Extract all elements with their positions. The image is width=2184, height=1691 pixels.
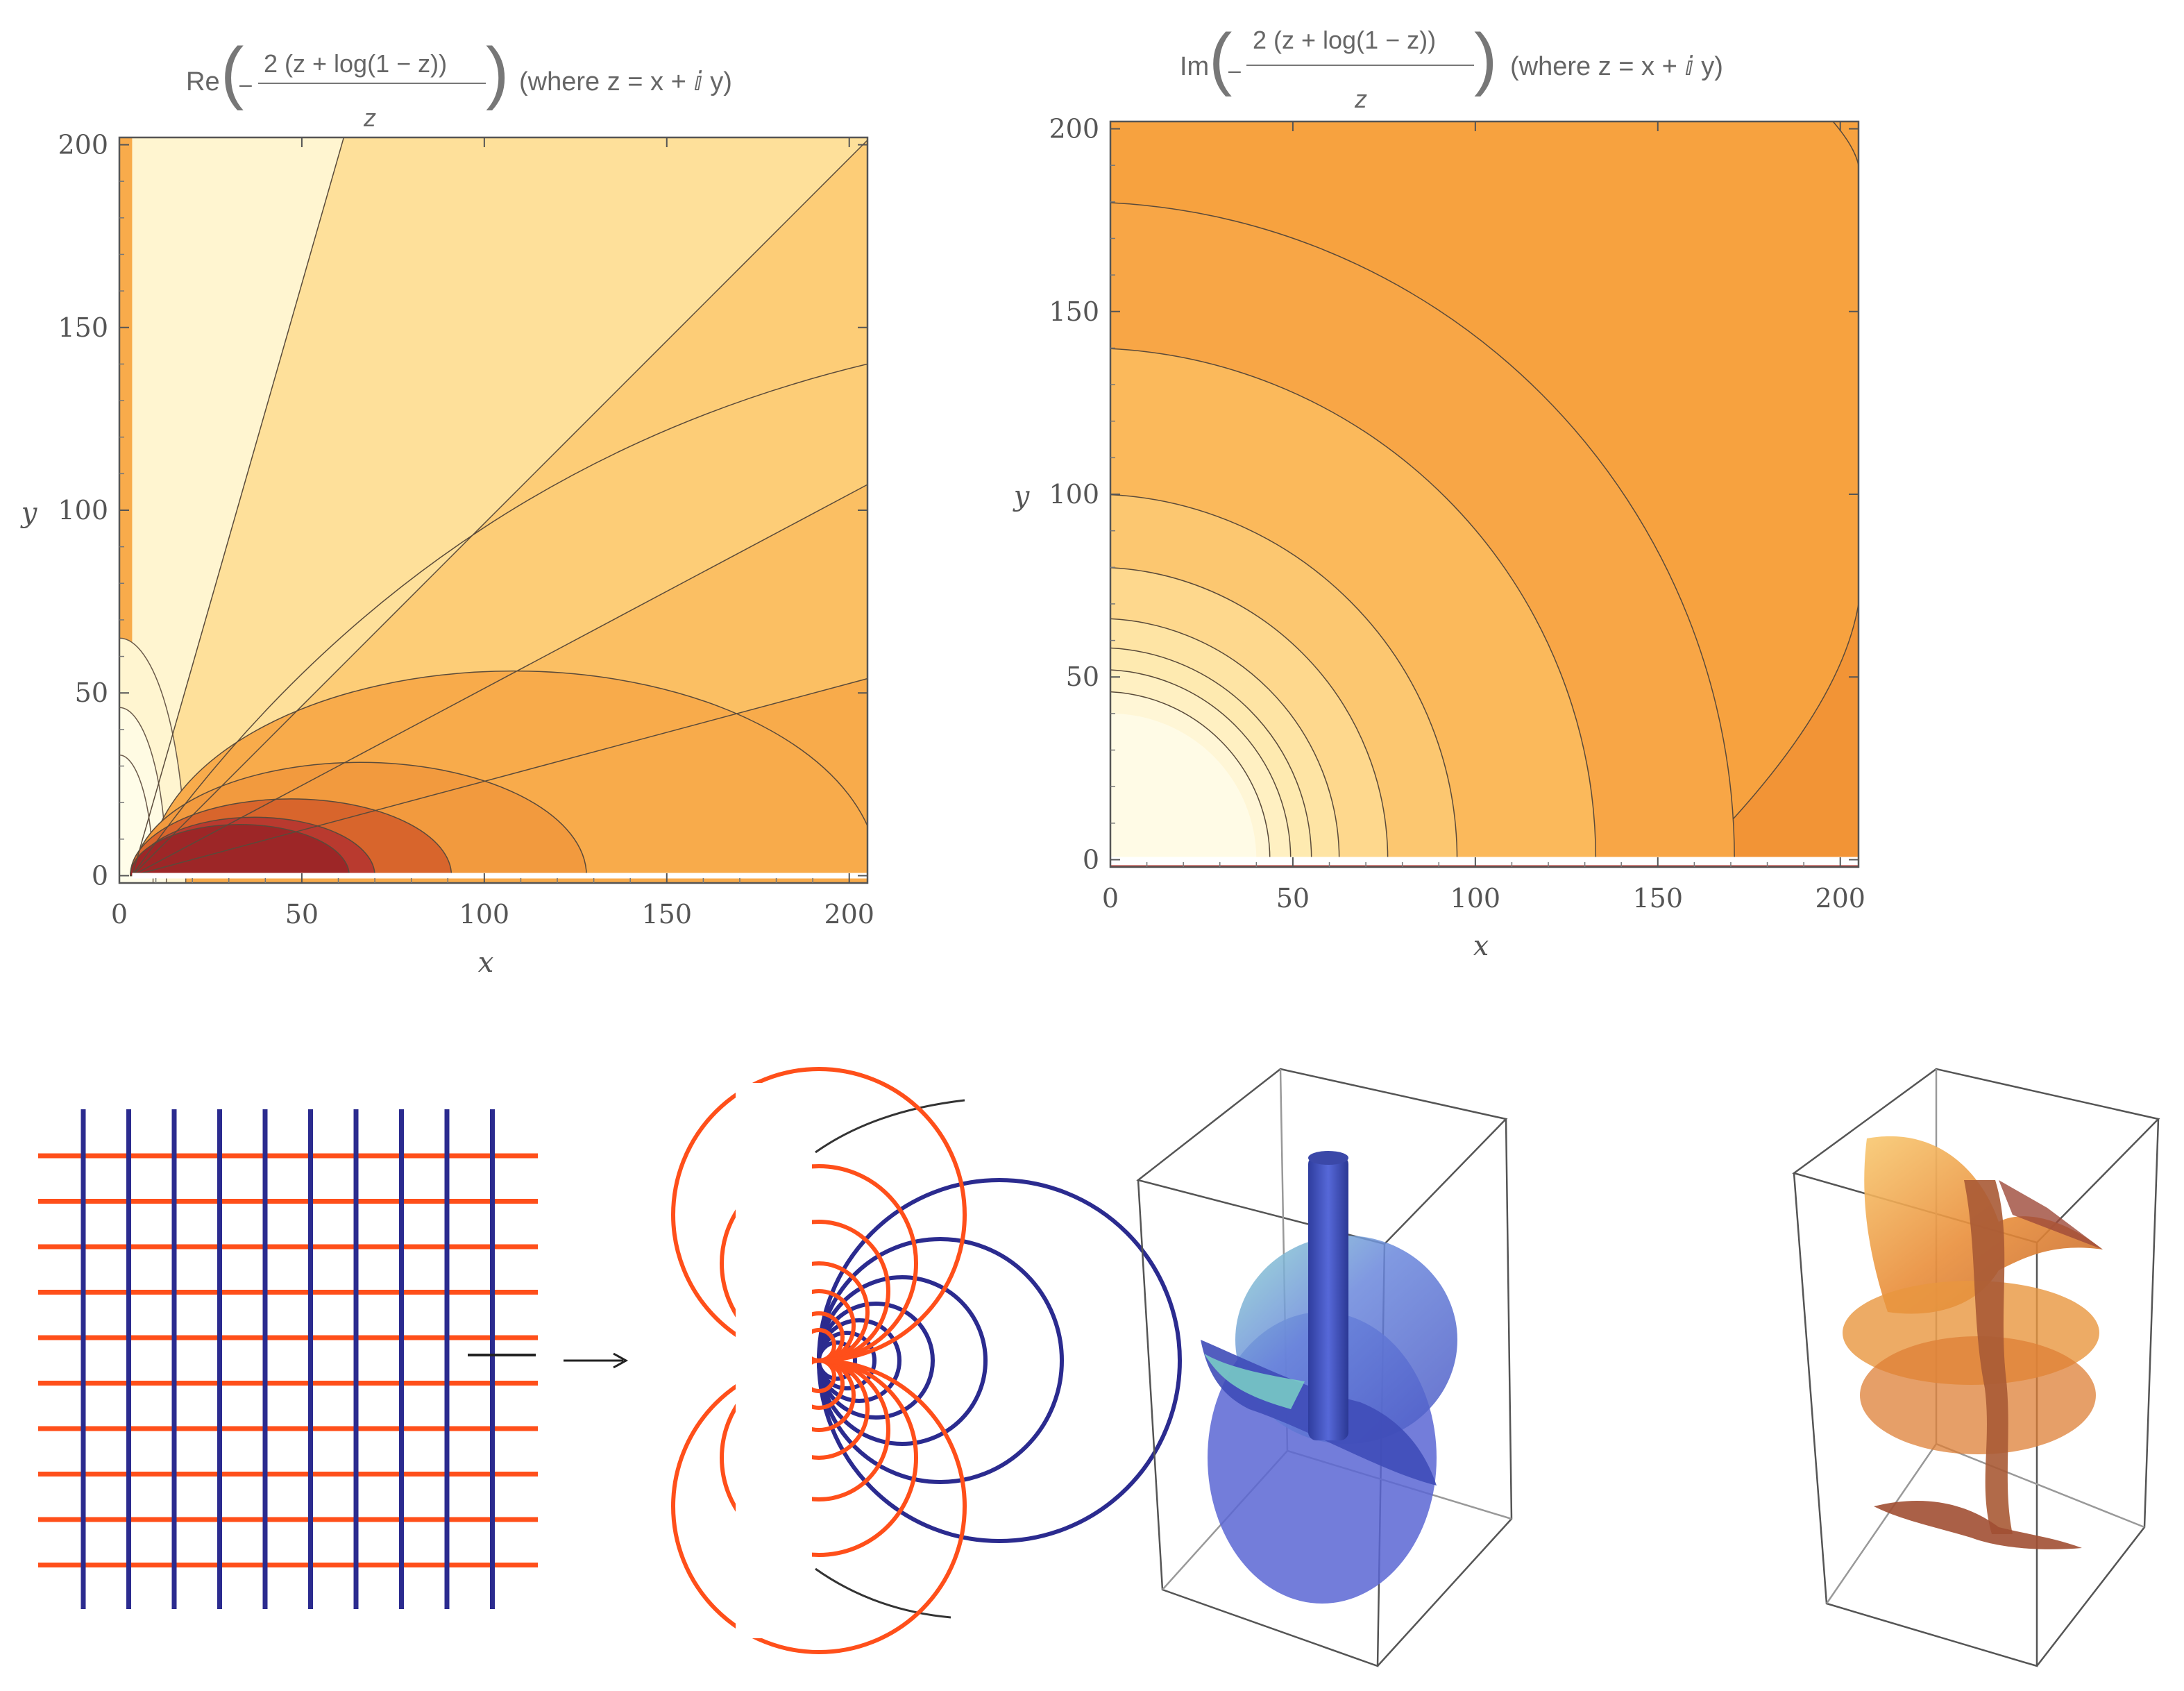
blue-tube: [1308, 1156, 1348, 1440]
mapped-outer-arc-bottom: [815, 1567, 951, 1619]
re-xtick-label: 100: [459, 899, 510, 929]
re-xtick-label: 50: [285, 899, 319, 929]
im-title-minus: –: [1228, 58, 1241, 83]
re-ytick-label: 50: [75, 678, 108, 708]
im-xtick-label: 200: [1815, 883, 1865, 914]
re-ray-contour: [132, 484, 867, 877]
im-xtick-label: 0: [1102, 883, 1119, 914]
im-xlabel: x: [1473, 930, 1489, 962]
re-xtick-label: 0: [111, 899, 128, 929]
orange-column: [1964, 1180, 2013, 1534]
blue-3d-surface: [1136, 1068, 1513, 1667]
im-axes: 0 50 100 150 200 0 50 100 150 200: [1049, 114, 1865, 914]
im-corner-region: [1693, 603, 1859, 867]
re-axes: 0 50 100 150 200 0 50 100 150 200: [58, 130, 874, 929]
im-ytick-label: 100: [1049, 479, 1099, 510]
re-title-close-paren: ): [486, 33, 509, 111]
orange-disc-2: [1860, 1336, 2096, 1454]
re-ray-contour: [132, 678, 867, 877]
orange-lower-sheet: [1874, 1500, 2082, 1549]
arrow-head-icon: [613, 1352, 629, 1369]
re-title-denominator: z: [363, 103, 376, 132]
re-title: Re ( – 2 (z + log(1 − z)) z ) (where z =…: [186, 33, 732, 132]
im-ytick-label: 50: [1066, 662, 1099, 692]
im-plot-area: [1110, 121, 1859, 867]
re-title-open-paren: (: [221, 33, 244, 111]
re-plot-area: [119, 137, 867, 883]
mapped-outer-arc-top: [815, 1099, 965, 1154]
im-title-denominator: z: [1354, 85, 1367, 113]
re-angular-band: [132, 137, 344, 876]
orthogonal-grid-illustration: [38, 1109, 538, 1609]
im-ytick-label: 200: [1049, 114, 1099, 144]
re-title-where: (where z = x + ⅈ y): [519, 67, 732, 96]
blue-tube-top: [1308, 1151, 1348, 1165]
re-ytick-label: 100: [58, 495, 108, 525]
re-ylabel: y: [20, 497, 38, 529]
mapped-left-mask: [736, 1083, 812, 1638]
re-contour-plot: Re ( – 2 (z + log(1 − z)) z ) (where z =…: [20, 33, 874, 979]
blue-wing: [1204, 1354, 1305, 1409]
re-ytick-label: 200: [58, 130, 108, 160]
im-ytick-label: 0: [1083, 844, 1099, 875]
re-semicircle-band: [130, 824, 350, 877]
re-xtick-label: 200: [824, 899, 874, 929]
im-center-region: [1110, 713, 1257, 867]
mapped-orange-circle: [671, 1358, 967, 1654]
im-branch-cut: [1110, 857, 1859, 867]
im-xtick-label: 150: [1633, 883, 1684, 914]
im-contour-plot: Im ( – 2 (z + log(1 − z)) z ) (where z =…: [1013, 19, 1865, 962]
re-title-func: Re: [186, 67, 220, 96]
im-title: Im ( – 2 (z + log(1 − z)) z ) (where z =…: [1180, 19, 1723, 113]
im-bottom-strip: [1110, 865, 1859, 867]
re-ytick-label: 150: [58, 312, 108, 343]
im-title-func: Im: [1180, 52, 1209, 81]
mapping-arrow: [468, 1352, 629, 1369]
re-ray-contour: [131, 137, 345, 876]
im-title-close-paren: ): [1474, 19, 1497, 97]
im-title-numerator: 2 (z + log(1 − z)): [1253, 26, 1436, 54]
im-ylabel: y: [1013, 480, 1031, 512]
im-title-open-paren: (: [1209, 19, 1232, 97]
re-title-minus: –: [239, 71, 252, 96]
re-xlabel: x: [478, 947, 494, 979]
re-ytick-label: 0: [92, 860, 108, 891]
im-xtick-label: 100: [1450, 883, 1501, 914]
im-title-where: (where z = x + ⅈ y): [1510, 52, 1723, 81]
re-title-numerator: 2 (z + log(1 − z)): [264, 49, 447, 78]
orange-right-flap: [1999, 1180, 2103, 1250]
orange-3d-surface: [1792, 1068, 2160, 1667]
mapped-orange-circle: [671, 1067, 967, 1363]
re-xtick-label: 150: [642, 899, 693, 929]
im-ytick-label: 150: [1049, 296, 1099, 327]
re-arc-contour: [131, 363, 867, 876]
im-xtick-label: 50: [1276, 883, 1310, 914]
re-ray-contour: [131, 139, 867, 877]
mapped-circle-grid-illustration: [671, 1067, 1182, 1654]
